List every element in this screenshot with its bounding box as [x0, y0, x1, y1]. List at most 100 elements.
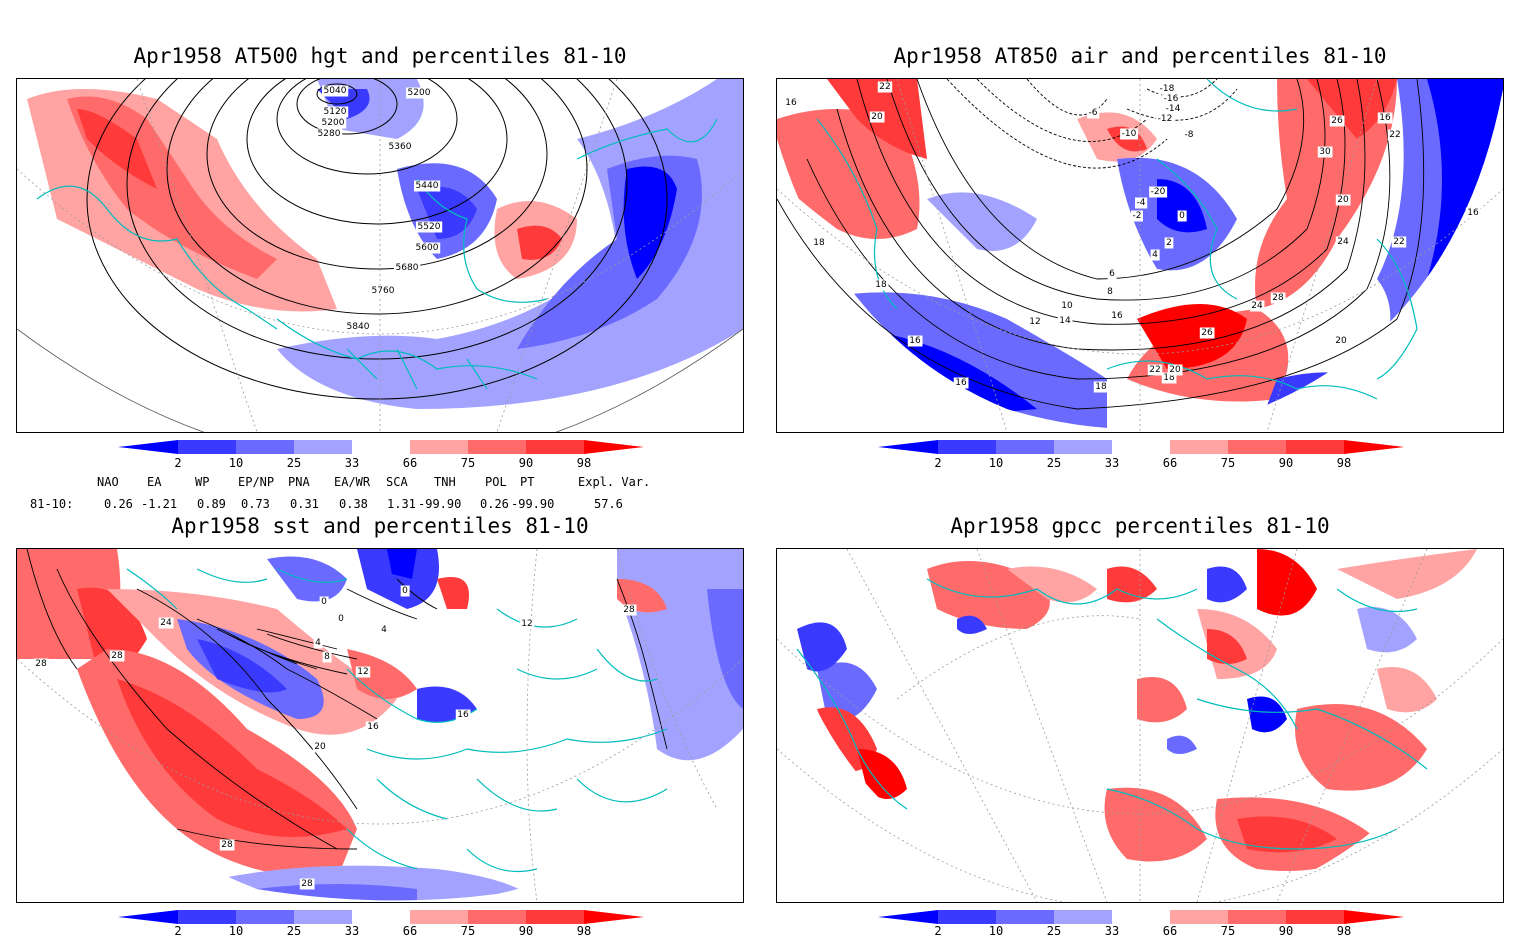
contour-label-bg	[1093, 381, 1109, 393]
contour-label: 28	[111, 651, 123, 661]
contour-label: 12	[357, 667, 368, 677]
colorbar-sst: 2 10 25 33 66 75 90 98	[118, 910, 644, 938]
contour-label: 14	[1059, 316, 1071, 326]
contour-label-bg	[394, 262, 421, 274]
colorbar-segment	[996, 440, 1054, 454]
contour-label: 16	[457, 710, 469, 720]
contour-label: 5200	[408, 88, 431, 98]
colorbar-tick: 25	[286, 456, 302, 470]
contour-label: -16	[1164, 94, 1179, 104]
contour-label: -20	[1151, 187, 1166, 197]
index-header: POL	[485, 475, 507, 489]
contour-label: -12	[1158, 114, 1173, 124]
contour-label: 24	[1251, 301, 1263, 311]
contour-label: 4	[381, 625, 387, 635]
colorbar-tick: 33	[344, 456, 360, 470]
contour-label: 28	[221, 840, 233, 850]
contour-label: 4	[1152, 250, 1158, 260]
contour-label-bg	[379, 624, 389, 636]
contour-label: 24	[1337, 237, 1349, 247]
contour-label: 16	[909, 336, 921, 346]
contour-label: 16	[1379, 113, 1391, 123]
colorbar-tick: 2	[934, 456, 942, 470]
contour-label-bg	[1164, 103, 1183, 115]
colorbar-segment	[118, 440, 178, 454]
contour-label: 16	[785, 98, 797, 108]
contour-label-bg	[1149, 186, 1168, 198]
contour-label: 12	[1029, 317, 1040, 327]
map-panel-hgt: 5040 5120 5200 5280 5200 5360 5440 5520 …	[16, 78, 744, 433]
colorbar-tick: 75	[1220, 924, 1236, 938]
colorbar-hgt: 2 10 25 33 66 75 90 98	[118, 440, 644, 470]
colorbar-tick: 66	[402, 924, 418, 938]
contour-label: 18	[813, 238, 825, 248]
colorbar-segment	[236, 910, 294, 924]
index-value: 1.31	[387, 497, 416, 511]
contour-label-bg	[1156, 113, 1174, 125]
colorbar-tick: 75	[1220, 456, 1236, 470]
contour-label-bg	[1317, 146, 1333, 158]
index-header: EA	[147, 475, 162, 489]
contour-label: 26	[1331, 116, 1343, 126]
index-value: 0.38	[339, 497, 368, 511]
colorbar-segment	[1228, 910, 1286, 924]
contour-label: 24	[160, 618, 172, 628]
contour-label-bg	[400, 585, 410, 597]
contour-label-bg	[783, 97, 799, 109]
colorbar-tick: 33	[344, 924, 360, 938]
colorbar-segment	[584, 910, 644, 924]
colorbar-tick: 2	[934, 924, 942, 938]
colorbar-segment	[410, 440, 468, 454]
contour-label: 18	[1163, 373, 1175, 383]
colorbar-segment	[118, 910, 178, 924]
contour-label: 5840	[347, 322, 370, 332]
colorbar-segment	[236, 440, 294, 454]
contour-label: 5280	[318, 129, 341, 139]
index-value: 0.31	[290, 497, 319, 511]
index-header: TNH	[434, 475, 456, 489]
contour-label: 22	[1389, 130, 1400, 140]
panel-title-hgt: Apr1958 AT500 hgt and percentiles 81-10	[133, 44, 627, 68]
contour-label-bg	[1183, 129, 1196, 141]
contour-label-bg	[1087, 107, 1100, 119]
colorbar-segment	[1170, 910, 1228, 924]
contour-label: 5040	[324, 86, 347, 96]
contour-label: 5520	[418, 222, 441, 232]
colorbar-tick: 25	[1046, 924, 1062, 938]
contour-label-bg	[1131, 210, 1143, 222]
colorbar-tick: 98	[576, 456, 592, 470]
colorbar-gpcc: 2 10 25 33 66 75 90 98	[878, 910, 1404, 938]
contour-label: 16	[1467, 208, 1479, 218]
contour-label: 8	[1107, 287, 1113, 297]
contour-label: -2	[1133, 211, 1142, 221]
contour-label-bg	[1335, 194, 1351, 206]
colorbar-tick: 98	[1336, 924, 1352, 938]
contour-label-bg	[1150, 249, 1160, 261]
contour-label-bg	[1158, 83, 1177, 95]
contour-label-bg	[455, 709, 471, 721]
contour-label-bg	[1249, 300, 1265, 312]
contour-label-bg	[873, 279, 889, 291]
colorbar-tick: 10	[228, 456, 244, 470]
colorbar-tick: 90	[518, 924, 534, 938]
contour-label: 0	[402, 586, 408, 596]
contour-label: 2	[1166, 238, 1172, 248]
contour-label-bg	[1059, 300, 1075, 312]
contour-label-bg	[869, 111, 885, 123]
contour-label-bg	[519, 618, 535, 630]
panel-title-sst: Apr1958 sst and percentiles 81-10	[171, 514, 589, 538]
colorbar-segment	[1054, 910, 1112, 924]
contour-label: -18	[1160, 84, 1175, 94]
contour-label-bg	[1377, 112, 1393, 124]
colorbar-tick: 66	[402, 456, 418, 470]
contour-label: 5200	[322, 118, 345, 128]
contour-label: 5360	[389, 142, 412, 152]
contour-label-bg	[1162, 93, 1181, 105]
contour-label: -10	[1122, 129, 1137, 139]
index-header: Expl. Var.	[578, 475, 651, 489]
colorbar-segment	[1286, 910, 1344, 924]
contour-label-bg	[1387, 129, 1403, 141]
index-header: EA/WR	[334, 475, 371, 489]
contour-label: 5600	[416, 243, 439, 253]
index-value: 0.73	[241, 497, 270, 511]
